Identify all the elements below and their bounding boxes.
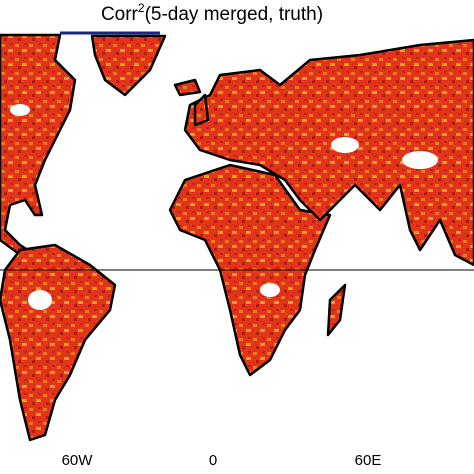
greenland: [90, 34, 167, 97]
madagascar: [326, 283, 347, 337]
iceland: [173, 78, 202, 97]
map-title: Corr2(5-day merged, truth): [101, 1, 323, 25]
north-america: [0, 33, 77, 264]
britain: [193, 93, 210, 127]
lon-label: 60W: [62, 452, 94, 469]
south-america: [0, 243, 117, 442]
no-data-patches: [10, 104, 438, 310]
eurasia: [183, 38, 474, 267]
lon-label: 60E: [355, 452, 382, 469]
map-area: [0, 31, 474, 442]
lon-label: 0: [209, 452, 217, 469]
